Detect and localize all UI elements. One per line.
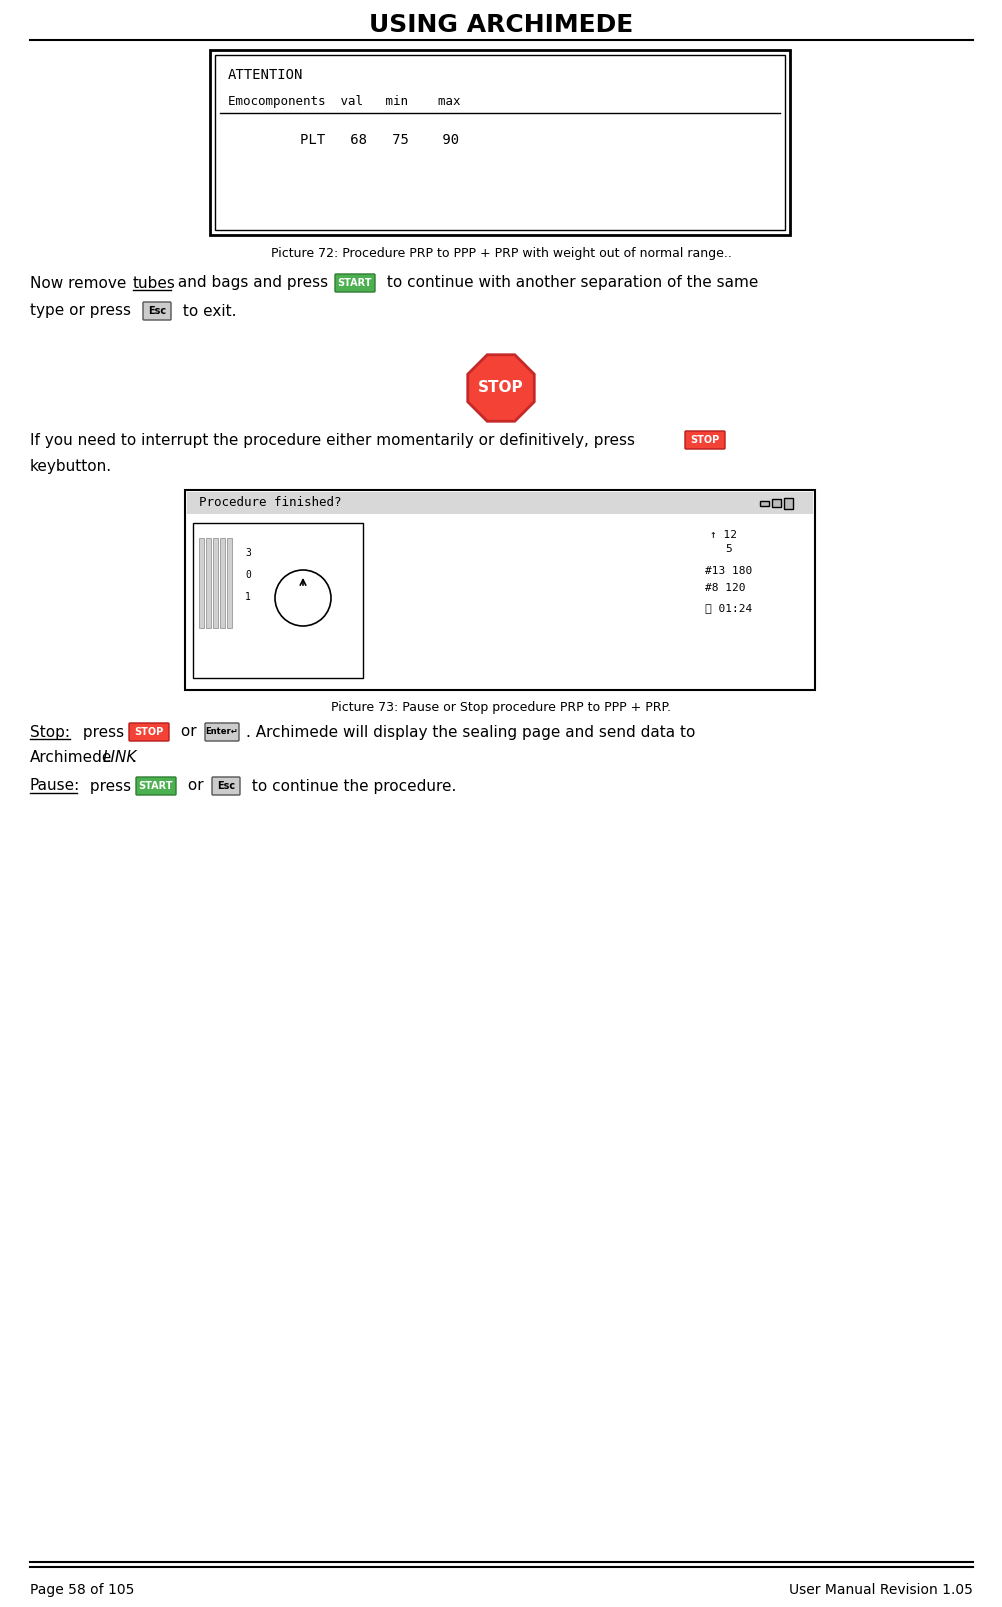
Text: .: .	[131, 750, 135, 765]
Text: Picture 72: Procedure PRP to PPP + PRP with weight out of normal range..: Picture 72: Procedure PRP to PPP + PRP w…	[271, 246, 730, 259]
Text: 0: 0	[244, 570, 250, 580]
Text: 3: 3	[244, 548, 250, 558]
Text: Pause:: Pause:	[30, 778, 80, 794]
FancyBboxPatch shape	[784, 498, 793, 509]
Text: 5: 5	[724, 545, 731, 554]
Text: Page 58 of 105: Page 58 of 105	[30, 1583, 134, 1597]
Text: Archimede: Archimede	[30, 750, 112, 765]
FancyBboxPatch shape	[760, 501, 769, 506]
Text: and bags and press: and bags and press	[172, 275, 333, 291]
Text: If you need to interrupt the procedure either momentarily or definitively, press: If you need to interrupt the procedure e…	[30, 432, 639, 447]
Text: type or press: type or press	[30, 304, 135, 318]
Text: PLT   68   75    90: PLT 68 75 90	[300, 133, 459, 146]
Text: ↑ 12: ↑ 12	[709, 530, 736, 540]
Text: #13 180: #13 180	[704, 566, 752, 575]
FancyBboxPatch shape	[209, 50, 790, 235]
Text: Esc: Esc	[216, 781, 234, 791]
Text: Enter↵: Enter↵	[205, 728, 238, 736]
Text: Picture 73: Pause or Stop procedure PRP to PPP + PRP.: Picture 73: Pause or Stop procedure PRP …	[331, 702, 670, 715]
FancyBboxPatch shape	[198, 538, 203, 628]
Text: press: press	[78, 725, 129, 739]
Text: Esc: Esc	[147, 305, 166, 317]
FancyBboxPatch shape	[212, 538, 217, 628]
FancyBboxPatch shape	[136, 778, 175, 795]
Text: keybutton.: keybutton.	[30, 460, 112, 474]
Text: to continue the procedure.: to continue the procedure.	[246, 778, 456, 794]
FancyBboxPatch shape	[772, 500, 781, 506]
Text: ATTENTION: ATTENTION	[227, 67, 303, 82]
FancyBboxPatch shape	[143, 302, 170, 320]
FancyBboxPatch shape	[184, 490, 815, 689]
Text: STOP: STOP	[689, 435, 718, 445]
Text: 1: 1	[244, 591, 250, 603]
Text: to continue with another separation of the same: to continue with another separation of t…	[382, 275, 758, 291]
Text: STOP: STOP	[478, 381, 523, 395]
Text: Emocomponents  val   min    max: Emocomponents val min max	[227, 95, 460, 109]
Text: START: START	[138, 781, 173, 791]
Text: or: or	[175, 725, 201, 739]
FancyBboxPatch shape	[211, 778, 239, 795]
Text: USING ARCHIMEDE: USING ARCHIMEDE	[369, 13, 632, 37]
Text: LINK: LINK	[103, 750, 137, 765]
FancyBboxPatch shape	[226, 538, 231, 628]
Text: STOP: STOP	[134, 726, 163, 738]
Text: Now remove: Now remove	[30, 275, 131, 291]
FancyBboxPatch shape	[186, 492, 813, 514]
FancyBboxPatch shape	[129, 723, 168, 741]
Text: press: press	[85, 778, 136, 794]
FancyBboxPatch shape	[205, 538, 210, 628]
Text: #8 120: #8 120	[704, 583, 744, 593]
FancyBboxPatch shape	[204, 723, 238, 741]
Text: . Archimede will display the sealing page and send data to: . Archimede will display the sealing pag…	[245, 725, 694, 739]
FancyBboxPatch shape	[335, 275, 375, 292]
Text: to exit.: to exit.	[177, 304, 236, 318]
FancyBboxPatch shape	[192, 522, 363, 678]
FancyBboxPatch shape	[214, 55, 785, 230]
Text: tubes: tubes	[133, 275, 175, 291]
Text: Stop:: Stop:	[30, 725, 70, 739]
Text: ⏱ 01:24: ⏱ 01:24	[704, 603, 752, 612]
Text: Procedure finished?: Procedure finished?	[198, 497, 341, 509]
FancyBboxPatch shape	[219, 538, 224, 628]
Text: START: START	[338, 278, 372, 288]
FancyBboxPatch shape	[684, 431, 724, 448]
Text: or: or	[182, 778, 208, 794]
Text: User Manual Revision 1.05: User Manual Revision 1.05	[789, 1583, 972, 1597]
Polygon shape	[467, 355, 534, 421]
